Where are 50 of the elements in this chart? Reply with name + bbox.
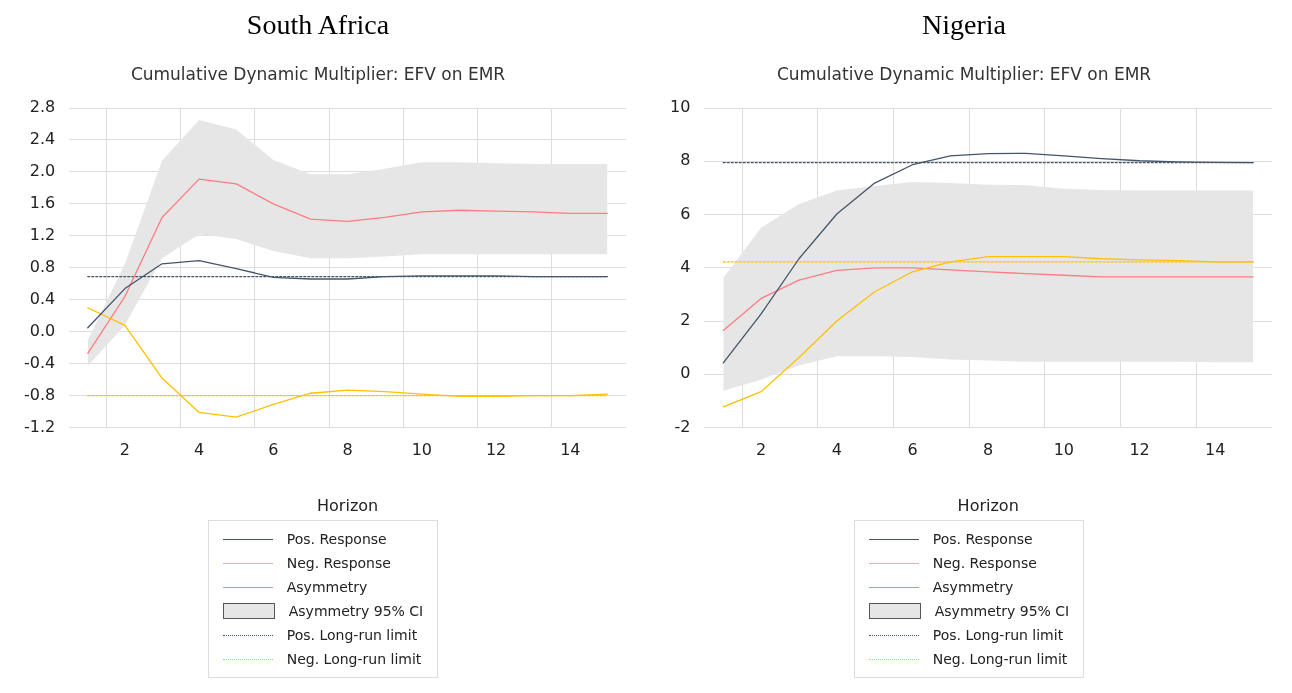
y-tick-label: 0.8	[29, 256, 56, 276]
x-tick-label: 14	[1205, 440, 1226, 460]
x-tick-label: 12	[485, 440, 507, 460]
legend-label: Neg. Response	[932, 555, 1037, 571]
x-tick-label: 12	[1129, 440, 1150, 460]
x-axis-title: Horizon	[957, 495, 1019, 515]
legend-label: Neg. Long-run limit	[932, 651, 1068, 667]
y-tick-label: 0.4	[29, 288, 56, 308]
y-tick-label: -1.2	[24, 416, 56, 436]
legend-label: Asymmetry 95% CI	[288, 603, 424, 619]
y-tick-label: 10	[670, 97, 691, 117]
y-tick-label: 2.8	[29, 97, 56, 117]
x-tick-label: 8	[983, 440, 994, 460]
x-tick-label: 6	[268, 440, 279, 460]
x-tick-label: 10	[1053, 440, 1075, 460]
y-tick-label: 1.6	[29, 193, 56, 213]
legend-label: Asymmetry	[286, 579, 368, 595]
x-axis-title: Horizon	[317, 495, 379, 515]
y-tick-label: 2.0	[29, 161, 56, 181]
legend-label: Asymmetry	[932, 579, 1014, 595]
y-tick-label: -0.8	[24, 384, 56, 404]
legend-label: Asymmetry 95% CI	[934, 603, 1070, 619]
x-tick-label: 14	[560, 440, 581, 460]
legend-label: Pos. Response	[932, 531, 1033, 547]
legend-label: Pos. Response	[286, 531, 387, 547]
y-tick-label: -0.4	[24, 352, 56, 372]
x-tick-label: 4	[194, 440, 205, 460]
chart-title: Nigeria	[922, 9, 1007, 41]
y-tick-label: 0	[680, 363, 691, 383]
y-tick-label: 8	[680, 150, 691, 170]
x-tick-label: 4	[831, 440, 842, 460]
y-tick-label: 2.4	[29, 129, 56, 149]
chart-subtitle: Cumulative Dynamic Multiplier: EFV on EMR	[130, 64, 506, 85]
y-tick-label: 4	[680, 256, 691, 276]
legend-label: Pos. Long-run limit	[286, 627, 418, 643]
x-tick-label: 8	[342, 440, 353, 460]
x-tick-label: 2	[119, 440, 130, 460]
chart-title: South Africa	[246, 9, 390, 41]
y-tick-label: 2	[680, 310, 691, 330]
legend-label: Pos. Long-run limit	[932, 627, 1064, 643]
x-tick-label: 6	[907, 440, 918, 460]
y-tick-label: 1.2	[29, 225, 56, 244]
x-tick-label: 2	[756, 440, 767, 460]
legend-label: Neg. Long-run limit	[286, 651, 422, 667]
x-tick-label: 10	[411, 440, 433, 460]
y-tick-label: 6	[680, 203, 691, 223]
legend-label: Neg. Response	[286, 555, 391, 571]
y-tick-label: 0.0	[29, 320, 56, 340]
y-tick-label: -2	[674, 416, 691, 436]
chart-subtitle: Cumulative Dynamic Multiplier: EFV on EMR	[776, 64, 1152, 85]
